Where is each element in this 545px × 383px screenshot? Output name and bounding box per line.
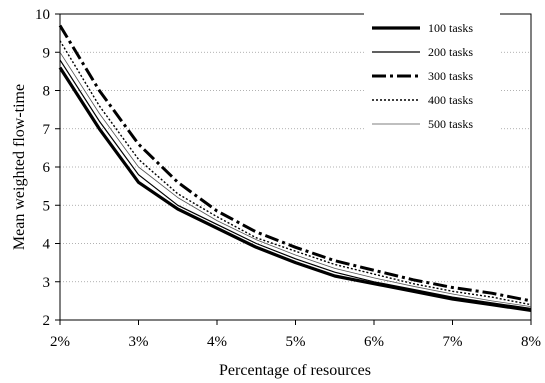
y-axis-label: Mean weighted flow-time [11,84,28,250]
legend-label: 400 tasks [428,93,473,107]
x-tick-label: 4% [207,334,227,350]
series-line-1 [58,66,532,312]
y-tick-label: 7 [43,122,51,138]
legend-label: 300 tasks [428,69,473,83]
x-tick-label: 2% [50,334,70,350]
x-tick-label: 7% [443,334,463,350]
y-tick-label: 10 [35,7,50,23]
y-tick-label: 9 [43,45,51,61]
x-tick-label: 5% [286,334,306,350]
y-tick-label: 3 [43,275,51,291]
series-lines [58,24,532,312]
series-line-3 [58,24,532,303]
y-tick-label: 5 [43,198,51,214]
legend-label: 200 tasks [428,45,473,59]
series-line-4 [59,40,532,306]
legend-label: 100 tasks [428,21,473,35]
y-tick-label: 4 [43,237,51,253]
x-axis-ticks: 2% 3% 4% 5% 6% 7% 8% [50,320,541,350]
x-axis-label: Percentage of resources [219,362,371,379]
series-line-5 [59,52,532,307]
y-tick-label: 8 [43,84,51,100]
x-tick-label: 8% [521,334,541,350]
series-line-2 [59,59,532,310]
legend: 100 tasks 200 tasks 300 tasks 400 tasks 500 … [364,8,500,132]
legend-label: 500 tasks [428,117,473,131]
y-tick-label: 6 [43,160,51,176]
x-tick-label: 3% [129,334,149,350]
y-tick-label: 2 [43,313,51,329]
x-tick-label: 6% [364,334,384,350]
y-axis-ticks: 2 3 4 5 6 7 8 9 10 [35,7,60,329]
